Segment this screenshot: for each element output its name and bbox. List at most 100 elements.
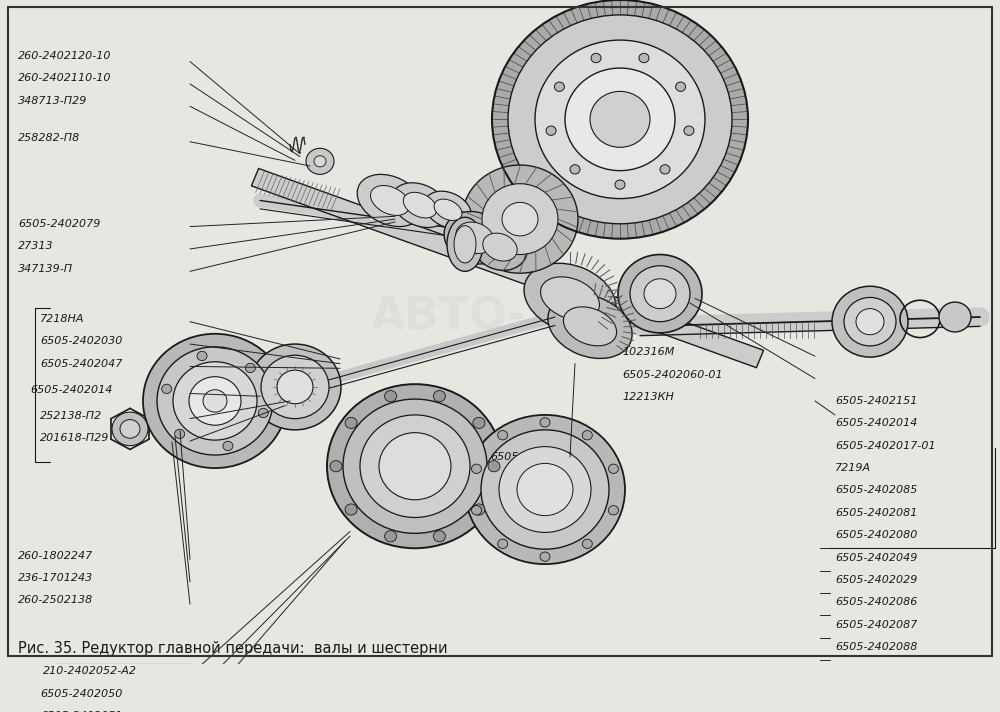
Text: 6505-2402087: 6505-2402087 — [835, 619, 917, 629]
Ellipse shape — [483, 233, 517, 261]
Text: 6505-2402020: 6505-2402020 — [490, 452, 572, 462]
Circle shape — [856, 308, 884, 335]
Circle shape — [197, 351, 207, 360]
Text: 6505-2402029: 6505-2402029 — [835, 575, 917, 585]
Circle shape — [112, 412, 148, 446]
Text: 27313: 27313 — [18, 241, 54, 251]
Circle shape — [939, 302, 971, 332]
Circle shape — [261, 355, 329, 419]
Ellipse shape — [456, 222, 494, 253]
Circle shape — [472, 506, 482, 515]
Ellipse shape — [392, 183, 448, 228]
Circle shape — [554, 82, 564, 91]
Ellipse shape — [548, 294, 632, 358]
Circle shape — [223, 441, 233, 451]
Circle shape — [473, 417, 485, 429]
Circle shape — [162, 384, 172, 394]
Text: 258282-П8: 258282-П8 — [18, 133, 80, 143]
Text: 260-2402120-10: 260-2402120-10 — [18, 51, 112, 61]
Text: 12213КН: 12213КН — [622, 392, 674, 402]
Text: 348713-П29: 348713-П29 — [18, 95, 87, 105]
Circle shape — [345, 504, 357, 515]
Circle shape — [258, 409, 268, 418]
Circle shape — [433, 391, 445, 402]
Circle shape — [189, 377, 241, 425]
Ellipse shape — [444, 211, 506, 264]
Circle shape — [570, 164, 580, 174]
Text: 6505-2402047: 6505-2402047 — [40, 359, 122, 369]
Circle shape — [565, 68, 675, 171]
Ellipse shape — [403, 192, 437, 218]
Text: 6505-2402151: 6505-2402151 — [835, 396, 917, 406]
Text: 260-2402110-10: 260-2402110-10 — [18, 73, 112, 83]
Circle shape — [379, 433, 451, 500]
Circle shape — [660, 164, 670, 174]
Circle shape — [330, 461, 342, 472]
Circle shape — [462, 165, 578, 273]
Text: 6505-2402079: 6505-2402079 — [18, 219, 100, 229]
Circle shape — [535, 40, 705, 199]
Circle shape — [314, 156, 326, 167]
Circle shape — [540, 418, 550, 427]
Circle shape — [608, 506, 618, 515]
Circle shape — [630, 266, 690, 322]
Text: 6505-2402088: 6505-2402088 — [835, 642, 917, 652]
Circle shape — [644, 279, 676, 308]
Circle shape — [385, 391, 397, 402]
Text: 6505-2402030: 6505-2402030 — [40, 336, 122, 346]
Ellipse shape — [524, 263, 616, 333]
Circle shape — [590, 91, 650, 147]
Polygon shape — [492, 0, 748, 239]
Text: 6505-2402085: 6505-2402085 — [835, 486, 917, 496]
Text: Рис. 35. Редуктор главной передачи:  валы и шестерни: Рис. 35. Редуктор главной передачи: валы… — [18, 642, 448, 656]
Circle shape — [327, 384, 503, 548]
Circle shape — [120, 419, 140, 438]
Text: АВТО-ЗАП: АВТО-ЗАП — [371, 295, 629, 338]
Circle shape — [343, 399, 487, 533]
Text: 102316М: 102316М — [622, 347, 674, 357]
Ellipse shape — [454, 226, 476, 263]
Circle shape — [498, 539, 508, 548]
Circle shape — [306, 148, 334, 174]
Text: 6505-2402050: 6505-2402050 — [40, 689, 122, 698]
Circle shape — [175, 429, 185, 439]
Text: 236-1701243: 236-1701243 — [18, 573, 93, 583]
Circle shape — [582, 539, 592, 548]
Ellipse shape — [434, 199, 462, 221]
Text: 6505-2402051: 6505-2402051 — [40, 711, 122, 712]
Circle shape — [173, 362, 257, 440]
Circle shape — [615, 180, 625, 189]
Text: 201618-П29: 201618-П29 — [40, 433, 109, 444]
Circle shape — [157, 347, 273, 455]
Circle shape — [481, 430, 609, 549]
Circle shape — [433, 530, 445, 542]
Ellipse shape — [371, 186, 409, 216]
Circle shape — [582, 431, 592, 440]
Circle shape — [249, 344, 341, 430]
Circle shape — [618, 255, 702, 333]
Ellipse shape — [425, 191, 471, 229]
Text: 260-1802247: 260-1802247 — [18, 550, 93, 561]
Circle shape — [277, 370, 313, 404]
Circle shape — [684, 126, 694, 135]
Text: 6505-2402014: 6505-2402014 — [30, 384, 112, 394]
Circle shape — [482, 184, 558, 255]
Polygon shape — [251, 169, 764, 367]
Circle shape — [345, 417, 357, 429]
Text: 252138-П2: 252138-П2 — [40, 411, 102, 421]
Circle shape — [143, 334, 287, 468]
Circle shape — [498, 431, 508, 440]
Circle shape — [360, 415, 470, 518]
Ellipse shape — [447, 217, 483, 271]
Circle shape — [832, 286, 908, 357]
Circle shape — [245, 363, 255, 372]
Circle shape — [472, 464, 482, 473]
Text: 7219А: 7219А — [835, 463, 871, 473]
Text: 260-2502138: 260-2502138 — [18, 595, 93, 605]
Ellipse shape — [541, 277, 599, 320]
Circle shape — [488, 461, 500, 472]
Text: 6505-2402086: 6505-2402086 — [835, 597, 917, 607]
Circle shape — [499, 446, 591, 533]
Circle shape — [508, 15, 732, 224]
Circle shape — [608, 464, 618, 473]
